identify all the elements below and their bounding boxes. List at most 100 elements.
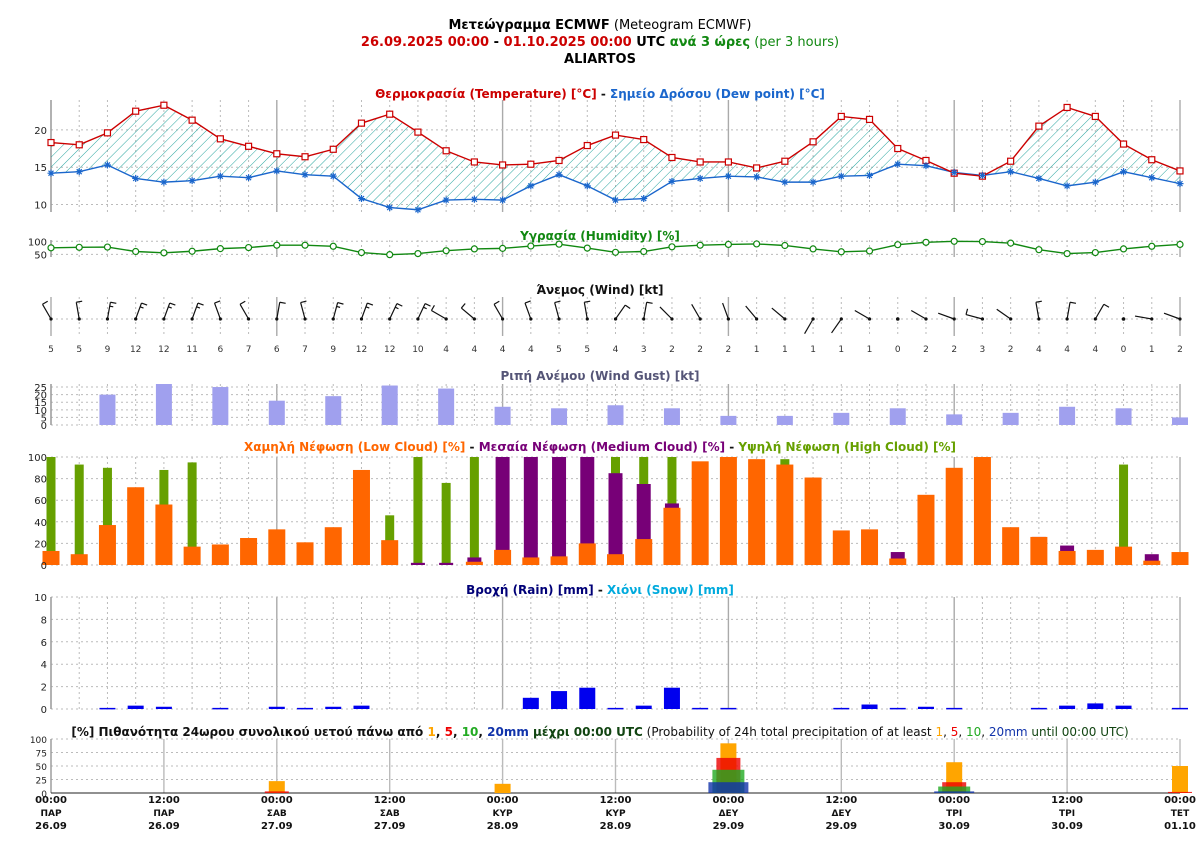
wind-barb (996, 308, 1011, 320)
y-tick-label: 8 (41, 615, 47, 626)
temperature-point (216, 135, 224, 143)
y-tick-label: 50 (34, 250, 47, 261)
low-cloud-bar (748, 459, 766, 565)
temperature-point (1176, 167, 1184, 175)
low-cloud-bar (183, 546, 201, 565)
dew-point-point (301, 171, 309, 179)
dew-point-point (922, 162, 930, 170)
humidity-point (922, 238, 930, 246)
temperature-point (103, 129, 112, 137)
probability-bar (494, 783, 511, 793)
wind-speed-label: 0 (1121, 345, 1127, 355)
low-cloud-bar (268, 529, 286, 565)
wind-barb (1035, 300, 1042, 320)
medium-cloud-bar (552, 457, 567, 565)
wind-title: Άνεμος (Wind) [kt] (536, 283, 663, 297)
x-date-label: 29.09 (713, 821, 745, 832)
wind-gust-title: Ριπή Ανέμου (Wind Gust) [kt] (501, 369, 700, 383)
wind-speed-label: 0 (895, 345, 901, 355)
wind-speed-label: 5 (584, 345, 590, 355)
dew-point-point (1063, 182, 1071, 190)
rain-bar (1115, 705, 1132, 709)
x-time-label: 12:00 (374, 795, 406, 806)
temperature-point (244, 142, 253, 150)
temperature-point (555, 156, 563, 165)
wind-gust-bar (268, 400, 285, 425)
humidity-point (555, 240, 563, 248)
wind-speed-label: 4 (528, 345, 534, 355)
low-cloud-bar (70, 554, 88, 565)
temperature-point (273, 150, 281, 158)
humidity-point (470, 245, 478, 253)
low-cloud-bar (381, 540, 399, 565)
dew-point-point (442, 196, 450, 204)
dew-point-point (950, 168, 958, 176)
wind-gust-bar (1172, 417, 1188, 425)
y-tick-label: 15 (34, 398, 47, 409)
calm-marker (895, 317, 900, 321)
high-cloud-bar (441, 482, 451, 565)
x-date-label: 27.09 (261, 821, 293, 832)
humidity-point (894, 241, 902, 249)
wind-gust-bar (607, 405, 624, 425)
medium-cloud-bar (608, 473, 623, 565)
title-part: 20mm (989, 725, 1028, 739)
cloud-title: Χαμηλή Νέφωση (Low Cloud) [%] - Μεσαία Ν… (244, 440, 956, 454)
x-axis-label: 00:00 ΤΡΙ 30.09 (938, 795, 970, 832)
dew-point-point (132, 174, 140, 182)
dew-point-point (640, 195, 648, 203)
wind-barb (910, 309, 927, 320)
wind-speed-label: 2 (697, 345, 703, 355)
wind-barb (213, 300, 221, 320)
rain-bar (917, 706, 934, 709)
humidity-point (216, 245, 224, 253)
wind-barb (163, 302, 176, 320)
wind-gust-bar (889, 408, 906, 425)
wind-barb (643, 301, 653, 320)
wind-barb (106, 301, 117, 320)
wind-speed-label: 9 (330, 345, 336, 355)
x-axis-label: 00:00 ΚΥΡ 28.09 (487, 795, 519, 832)
title-part: 20mm (487, 725, 529, 739)
wind-speed-label: 4 (472, 345, 478, 355)
y-tick-label: 80 (34, 475, 47, 486)
title-part: until 00:00 UTC) (1028, 725, 1129, 739)
rain-bar (325, 706, 342, 709)
probability-bar (264, 791, 289, 793)
title-part: [%] Πιθανότητα 24ωρου συνολικού υετού πά… (71, 725, 427, 739)
dew-point-point (724, 172, 732, 180)
wind-speed-label: 2 (1008, 345, 1014, 355)
wind-speed-label: 12 (356, 345, 367, 355)
temperature-point (696, 158, 704, 166)
low-cloud-bar (1030, 536, 1048, 565)
wind-barb (583, 300, 591, 320)
temperature-point (386, 110, 394, 118)
x-date-label: 26.09 (148, 821, 180, 832)
wind-barb (938, 312, 955, 320)
title-part: Υγρασία (Humidity) [%] (519, 229, 680, 243)
dew-point-point (47, 169, 55, 177)
dew-point-point (555, 171, 563, 179)
wind-barb (615, 304, 631, 320)
dew-point-point (978, 171, 986, 179)
low-cloud-bar (719, 457, 737, 565)
humidity-point (611, 248, 620, 256)
meteogram-title: Μετεώγραμμα ECMWF (Meteogram ECMWF) (0, 17, 1200, 34)
temperature-point (75, 141, 83, 149)
rain-bar (663, 687, 680, 709)
high-cloud-bar (74, 464, 84, 565)
temperature-point (357, 119, 366, 127)
rain-bar (212, 707, 229, 710)
dew-point-point (329, 172, 337, 180)
y-tick-label: 75 (36, 750, 47, 760)
dew-point-point (668, 177, 676, 185)
medium-cloud-bar (467, 557, 482, 565)
y-tick-label: 10 (34, 593, 47, 604)
low-cloud-bar (607, 554, 624, 565)
temperature-point (132, 107, 140, 115)
low-cloud-bar (1002, 527, 1020, 565)
rain-bar (353, 705, 370, 709)
rain-bar (607, 707, 624, 710)
x-day-label: ΠΑΡ (153, 809, 174, 819)
